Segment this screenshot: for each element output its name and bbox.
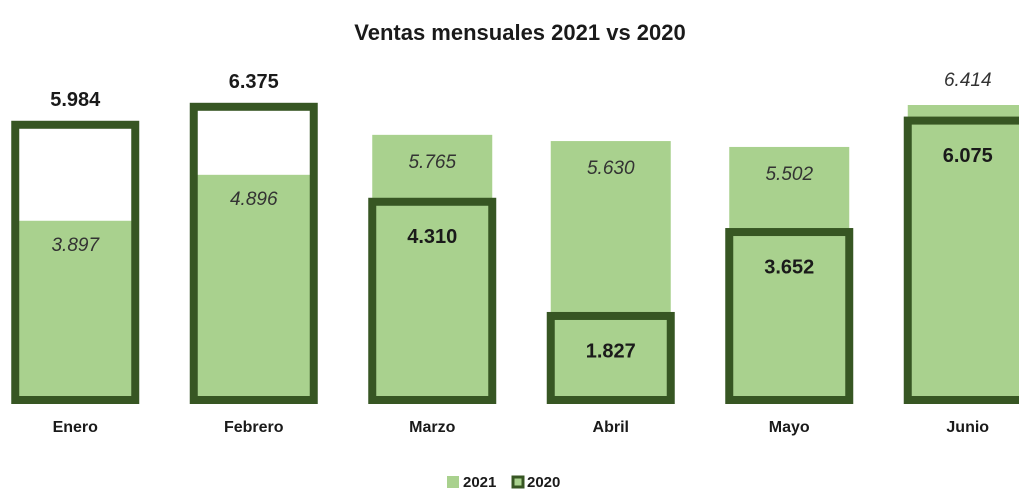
legend-swatch-2020 bbox=[511, 475, 525, 489]
bar-2021 bbox=[372, 134, 493, 400]
bar-2021 bbox=[15, 220, 136, 400]
data-label-2021: 4.896 bbox=[230, 189, 278, 210]
x-tick-label: Abril bbox=[593, 419, 629, 436]
bar-2020 bbox=[903, 116, 1019, 404]
bar-2021 bbox=[550, 141, 671, 400]
data-label-2020: 6.075 bbox=[943, 145, 993, 167]
data-label-2020: 3.652 bbox=[764, 256, 814, 278]
data-label-2021: 5.502 bbox=[765, 164, 813, 185]
bar-2020 bbox=[725, 228, 854, 404]
data-label-2020: 4.310 bbox=[407, 226, 457, 248]
bar-2020 bbox=[11, 120, 140, 405]
legend-swatch-2021 bbox=[447, 476, 459, 488]
data-label-2021: 5.765 bbox=[408, 152, 456, 173]
legend-label: 2020 bbox=[527, 474, 560, 491]
legend-label: 2021 bbox=[463, 474, 496, 491]
x-tick-label: Febrero bbox=[224, 419, 284, 436]
data-label-2020: 1.827 bbox=[586, 340, 636, 362]
chart-title: Ventas mensuales 2021 vs 2020 bbox=[354, 20, 685, 45]
x-tick-label: Marzo bbox=[409, 419, 455, 436]
x-tick-label: Junio bbox=[946, 419, 989, 436]
bar-2020 bbox=[368, 197, 497, 404]
x-tick-label: Mayo bbox=[769, 419, 810, 436]
data-label-2021: 5.630 bbox=[587, 158, 635, 179]
data-label-2020: 6.375 bbox=[229, 71, 279, 93]
data-label-2021: 3.897 bbox=[51, 235, 100, 256]
bar-2020 bbox=[189, 102, 318, 404]
bar-2021 bbox=[193, 174, 314, 400]
data-label-2020: 5.984 bbox=[50, 89, 101, 111]
x-tick-label: Enero bbox=[53, 419, 99, 436]
bar-2021 bbox=[907, 105, 1019, 400]
data-label-2021: 6.414 bbox=[944, 70, 992, 91]
bar-2021 bbox=[729, 146, 850, 400]
bar-2020 bbox=[546, 311, 675, 404]
